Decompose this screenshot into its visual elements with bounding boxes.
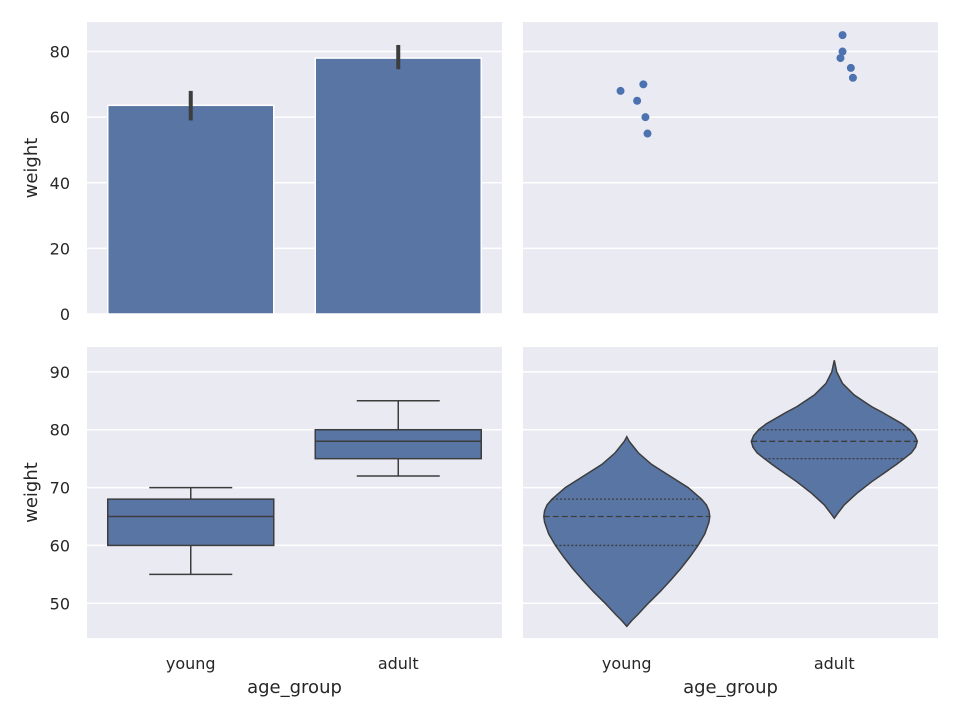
plot-background [523,22,938,314]
panel-3 [523,347,938,638]
data-point [643,129,652,138]
data-point [633,96,642,105]
box [314,428,482,460]
x-axis-label: age_group [683,677,778,698]
y-tick-label: 60 [50,108,70,127]
x-tick-label: adult [378,654,419,673]
y-tick-label: 40 [50,174,70,193]
data-point [838,31,847,40]
data-point [641,113,650,122]
y-tick-label: 80 [50,43,70,62]
data-point [846,63,855,72]
y-tick-label: 80 [50,421,70,440]
panel-2 [87,347,502,638]
plot-background [87,347,502,638]
violin-body [750,360,919,520]
y-axis-label: weight [21,462,42,523]
x-tick-label: young [602,654,652,673]
y-tick-label: 90 [50,363,70,382]
y-tick-label: 70 [50,479,70,498]
x-tick-label: young [166,654,216,673]
y-tick-label: 20 [50,239,70,258]
bar [314,57,482,315]
data-point [639,80,648,89]
x-tick-label: adult [814,654,855,673]
y-axis-label: weight [21,138,42,199]
panel-1 [523,22,938,315]
panel-0 [87,22,502,315]
data-point [836,54,845,63]
x-axis-label: age_group [247,677,342,698]
box [107,498,275,547]
bar [107,104,275,315]
data-point [838,47,847,56]
violin-body [543,435,711,628]
y-tick-label: 60 [50,536,70,555]
data-point [616,86,625,95]
y-tick-label: 0 [60,305,70,324]
data-point [848,73,857,82]
y-tick-label: 50 [50,594,70,613]
